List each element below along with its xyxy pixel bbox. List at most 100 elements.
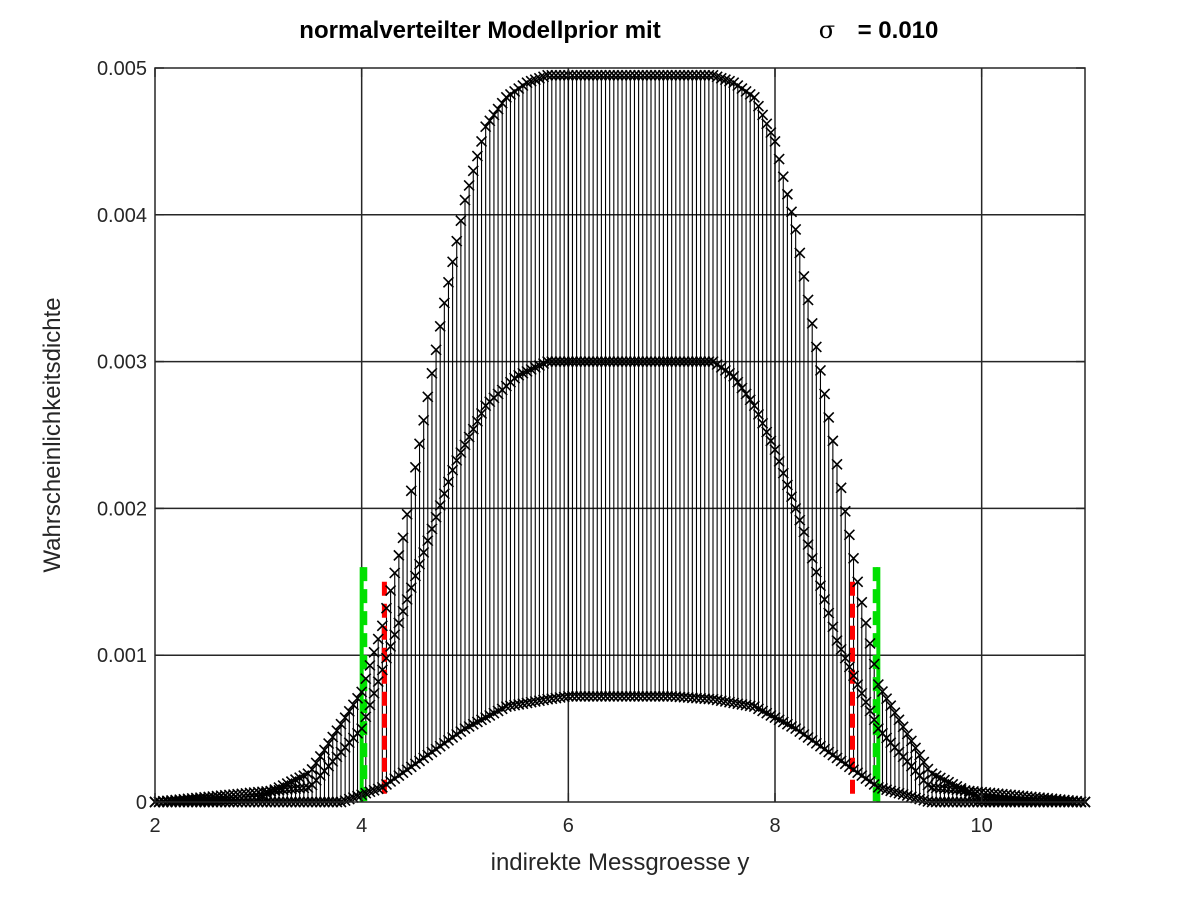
x-tick-label: 10: [971, 815, 993, 837]
x-marker: [554, 356, 566, 368]
x-marker: [785, 491, 798, 503]
x-marker: [558, 356, 570, 368]
x-marker: [339, 712, 351, 724]
x-marker: [802, 294, 814, 306]
x-marker: [794, 247, 806, 259]
x-marker: [657, 690, 669, 702]
x-marker: [484, 115, 496, 127]
x-marker: [604, 69, 616, 81]
x-marker: [372, 676, 384, 688]
x-marker: [810, 566, 822, 578]
x-marker: [583, 690, 595, 702]
x-marker: [909, 792, 922, 804]
x-marker: [843, 661, 855, 673]
x-marker: [430, 344, 442, 356]
x-marker: [624, 69, 636, 81]
x-marker: [637, 356, 649, 368]
x-marker: [777, 467, 789, 479]
x-marker: [455, 215, 467, 227]
x-marker: [327, 731, 339, 743]
x-marker: [591, 690, 603, 702]
x-marker: [864, 705, 876, 717]
x-marker: [682, 356, 694, 368]
x-marker: [661, 690, 674, 702]
x-marker: [777, 171, 789, 183]
x-marker: [488, 109, 500, 121]
x-marker: [674, 69, 686, 81]
x-marker: [666, 356, 678, 368]
x-marker: [475, 135, 488, 147]
x-marker: [876, 782, 889, 795]
x-marker: [471, 415, 483, 427]
x-marker: [761, 426, 773, 438]
x-marker: [695, 69, 707, 81]
x-marker: [827, 435, 839, 447]
x-marker: [852, 576, 864, 588]
x-marker: [835, 482, 847, 494]
x-marker: [670, 69, 682, 81]
x-marker: [566, 690, 579, 702]
x-marker: [736, 382, 748, 394]
x-marker: [422, 535, 434, 547]
x-marker: [422, 391, 434, 403]
x-marker: [757, 417, 769, 429]
x-marker: [686, 356, 698, 368]
x-marker: [475, 407, 488, 420]
x-marker: [637, 690, 649, 702]
x-marker: [612, 690, 624, 702]
x-marker: [343, 705, 355, 717]
x-marker: [298, 782, 310, 794]
y-tick-label: 0.001: [97, 645, 147, 667]
x-marker: [868, 658, 880, 670]
x-marker: [645, 690, 657, 702]
x-marker: [599, 356, 612, 368]
x-tick-label: 8: [769, 815, 780, 837]
x-marker: [794, 514, 806, 526]
x-marker: [575, 690, 587, 702]
x-marker: [418, 414, 430, 426]
x-marker: [893, 787, 905, 799]
x-marker: [864, 637, 876, 650]
x-marker: [769, 444, 781, 456]
x-marker: [765, 127, 777, 139]
x-marker: [790, 502, 802, 514]
x-marker: [678, 356, 690, 368]
x-marker: [380, 652, 393, 664]
x-marker: [748, 400, 760, 412]
x-tick-label: 2: [149, 815, 160, 837]
x-marker: [628, 690, 641, 702]
x-marker: [918, 794, 930, 806]
x-marker: [376, 620, 388, 632]
x-marker: [393, 549, 405, 561]
x-marker: [802, 539, 814, 551]
x-marker: [641, 356, 653, 368]
x-marker: [645, 356, 657, 368]
x-marker: [657, 356, 669, 368]
x-marker: [653, 356, 665, 368]
x-marker: [579, 690, 591, 702]
x-marker: [649, 690, 661, 702]
x-marker: [616, 690, 628, 702]
x-marker: [587, 69, 599, 81]
x-marker: [447, 464, 459, 476]
x-marker: [728, 370, 740, 382]
x-marker: [571, 69, 583, 81]
x-marker: [447, 256, 459, 268]
x-marker: [806, 552, 818, 564]
x-marker: [418, 546, 430, 559]
x-marker: [323, 738, 335, 750]
x-marker: [810, 341, 822, 353]
vertical-marker-lines: [359, 567, 881, 802]
x-marker: [583, 69, 595, 81]
x-marker: [831, 634, 843, 647]
x-marker: [455, 447, 467, 459]
x-marker: [740, 388, 752, 400]
x-marker: [587, 356, 599, 368]
x-axis-label: indirekte Messgroesse y: [491, 849, 750, 876]
x-marker: [413, 558, 426, 570]
x-marker: [608, 690, 620, 702]
x-marker: [901, 728, 913, 740]
x-marker: [872, 678, 884, 691]
x-marker: [360, 673, 372, 685]
x-marker: [566, 69, 579, 81]
